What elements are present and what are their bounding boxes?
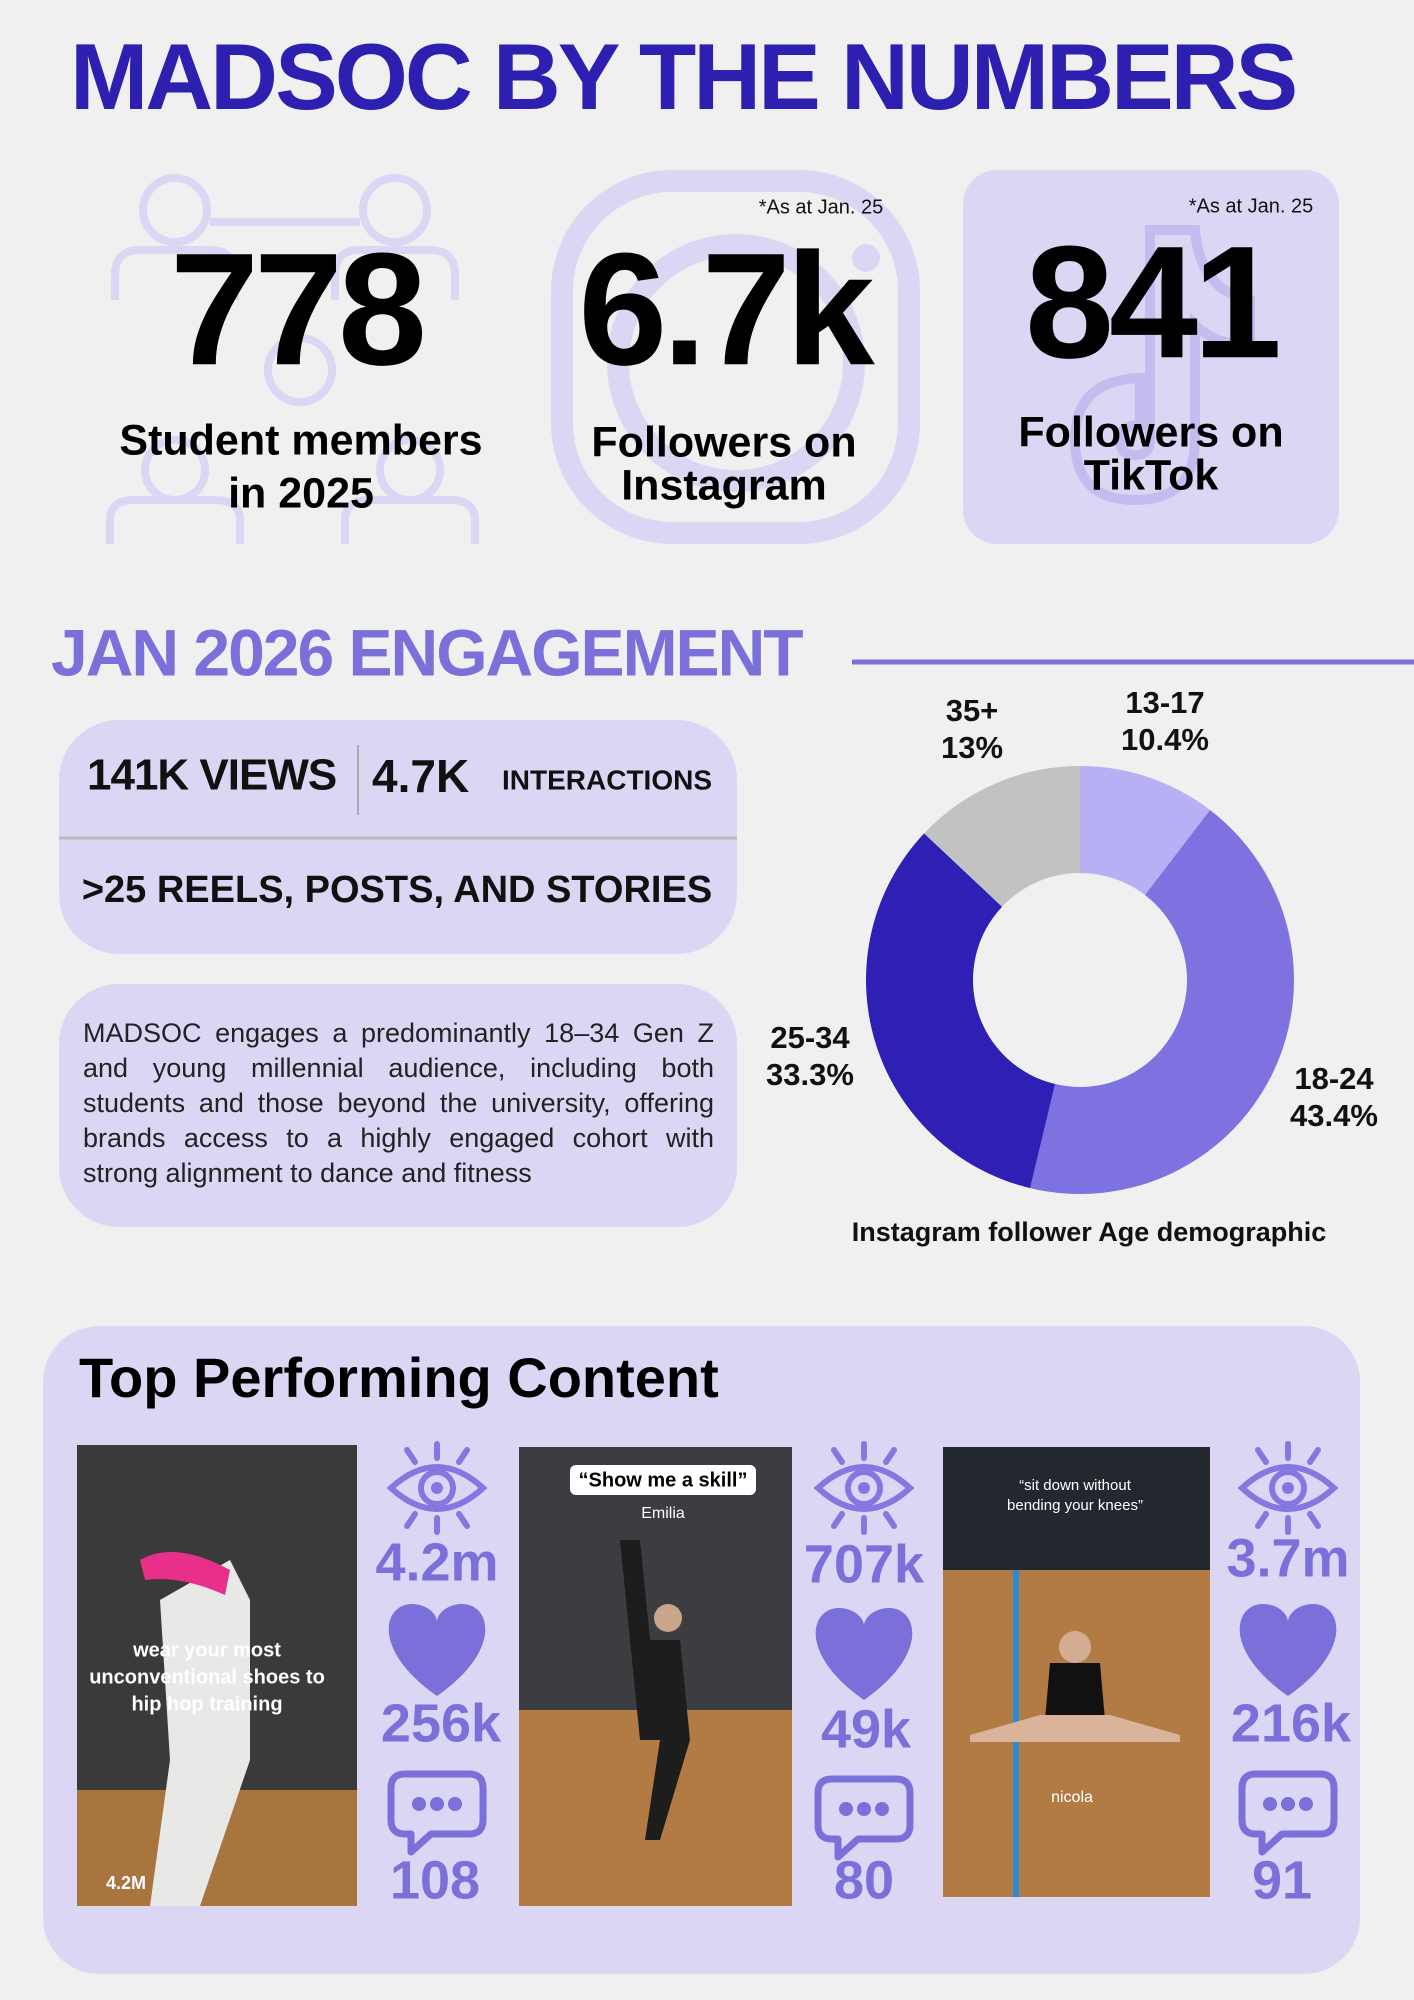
likes-count: 256k: [381, 1693, 502, 1753]
description: MADSOC engages a predominantly 18–34 Gen…: [83, 1018, 714, 1188]
caption: bending your knees”: [1007, 1497, 1143, 1514]
chart-title: Instagram follower Age demographic: [852, 1217, 1327, 1247]
creator-name: nicola: [1051, 1789, 1093, 1806]
caption: hip hop training: [131, 1693, 282, 1715]
segment-category: 35+: [946, 693, 999, 728]
comments-count: 91: [1252, 1850, 1312, 1910]
stat-label: Followers on: [1018, 408, 1283, 456]
thumbnail: [943, 1447, 1210, 1897]
views: 141K VIEWS: [87, 751, 336, 800]
likes-count: 216k: [1231, 1693, 1352, 1753]
interactions-label: INTERACTIONS: [502, 764, 712, 795]
description-card: [59, 984, 737, 1227]
section-title: Top Performing Content: [79, 1346, 719, 1409]
stat-value: 778: [170, 219, 423, 398]
stat-label: Student members: [119, 416, 482, 464]
segment-value: 33.3%: [766, 1057, 854, 1092]
people-icon: [106, 174, 479, 544]
segment-value: 13%: [941, 730, 1003, 765]
page-title: MADSOC BY THE NUMBERS: [70, 24, 1296, 129]
thumbnail: [77, 1445, 357, 1906]
view-badge: 4.2M: [106, 1873, 146, 1893]
stat-label: TikTok: [1084, 451, 1219, 499]
note: *As at Jan. 25: [1189, 195, 1314, 217]
donut-segment: [1080, 766, 1210, 896]
comments-count: 108: [390, 1850, 480, 1910]
views-count: 707k: [804, 1534, 925, 1594]
views-count: 3.7m: [1226, 1528, 1349, 1588]
stat-label: Followers on: [591, 418, 856, 466]
caption: “Show me a skill”: [579, 1469, 748, 1491]
stat-value: 841: [1025, 212, 1278, 391]
tiktok-icon: [1069, 225, 1255, 506]
thumbnail: [519, 1447, 792, 1906]
caption: wear your most: [132, 1639, 281, 1661]
instagram-icon: [551, 170, 920, 544]
interactions-value: 4.7K: [372, 750, 469, 802]
donut-segment: [866, 833, 1056, 1189]
comments-count: 80: [834, 1850, 894, 1910]
views-count: 4.2m: [375, 1532, 498, 1592]
segment-category: 18-24: [1294, 1061, 1374, 1096]
donut-segment: [1030, 810, 1294, 1194]
donut-segment: [924, 766, 1080, 907]
note: *As at Jan. 25: [759, 196, 884, 218]
creator-name: Emilia: [641, 1505, 685, 1522]
caption: unconventional shoes to: [89, 1666, 325, 1688]
likes-count: 49k: [821, 1699, 912, 1759]
segment-category: 13-17: [1125, 685, 1204, 720]
stat-label: Instagram: [621, 461, 827, 509]
segment-value: 43.4%: [1290, 1098, 1378, 1133]
section-title: JAN 2026 ENGAGEMENT: [51, 615, 803, 689]
content-count: >25 REELS, POSTS, AND STORIES: [82, 869, 712, 911]
stat-label: in 2025: [228, 469, 374, 517]
caption: “sit down without: [1019, 1477, 1132, 1494]
segment-value: 10.4%: [1121, 722, 1209, 757]
segment-category: 25-34: [770, 1020, 850, 1055]
stat-value: 6.7k: [578, 219, 875, 398]
